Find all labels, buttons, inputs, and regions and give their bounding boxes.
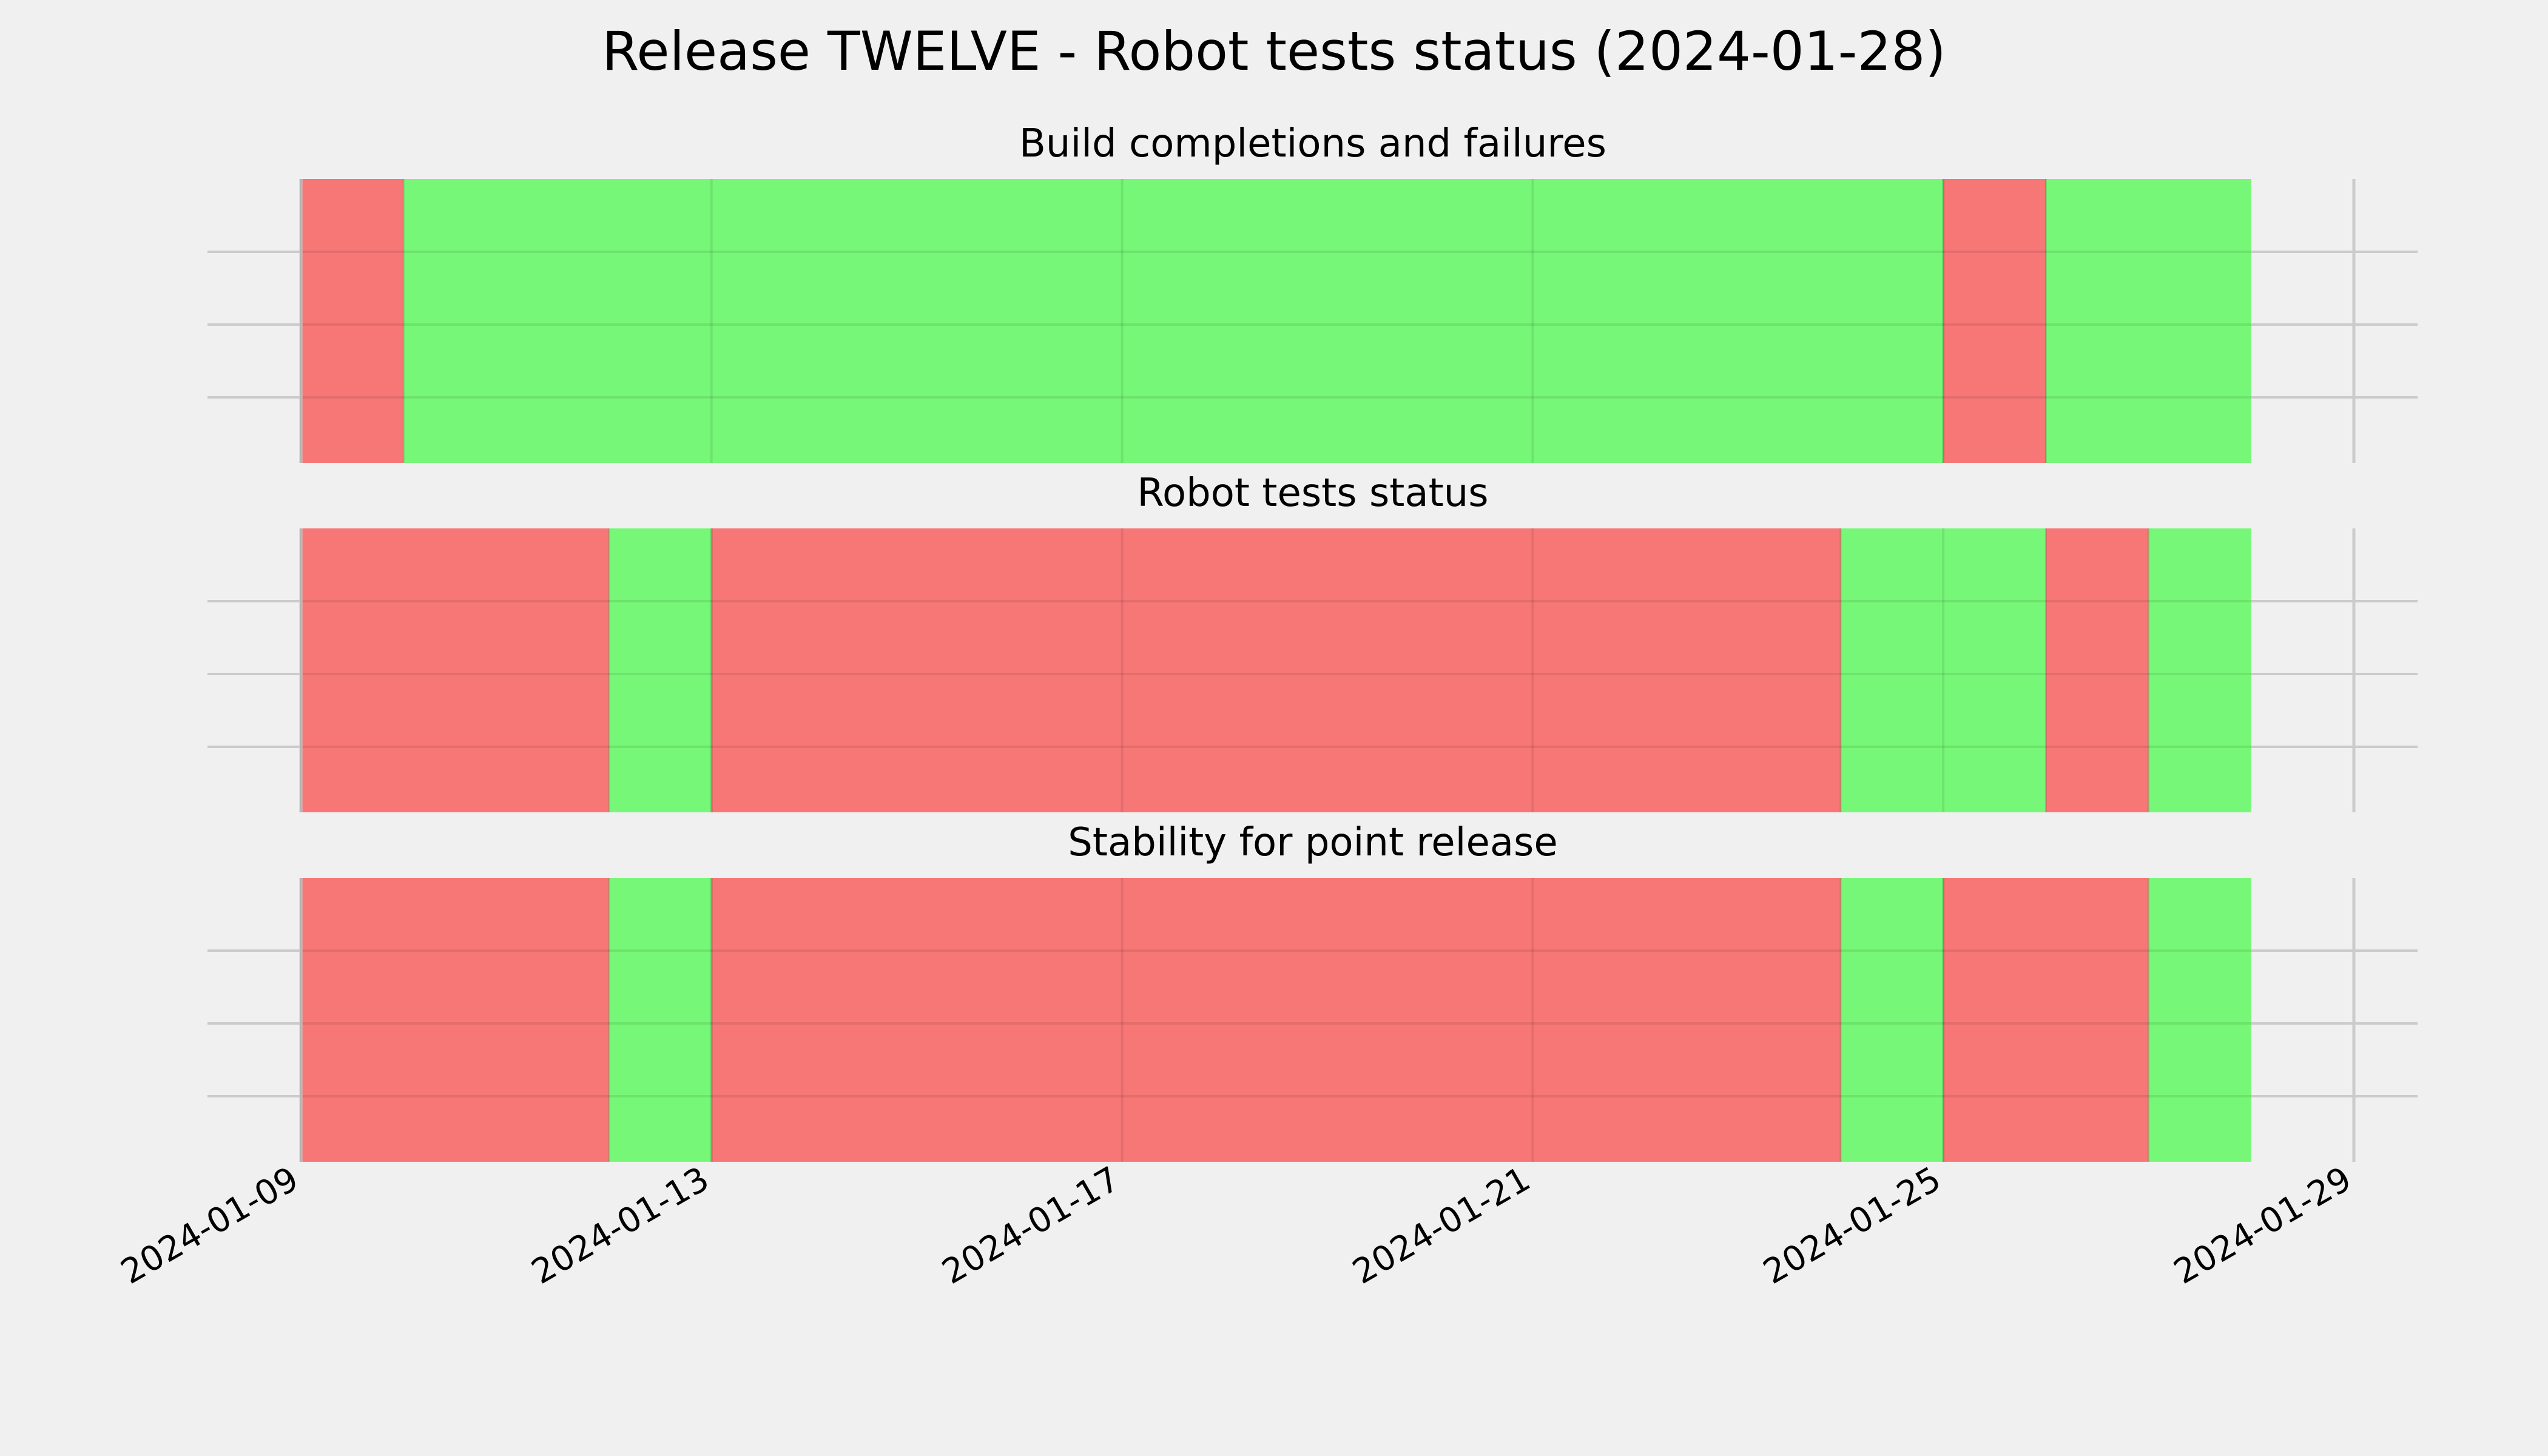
segment-pass — [608, 878, 712, 1162]
x-tick-label: 2024-01-09 — [115, 1159, 305, 1292]
segment-pass — [1841, 878, 1944, 1162]
segment-fail — [301, 528, 609, 812]
panel-stability — [207, 878, 2418, 1162]
segment-pass — [2148, 878, 2251, 1162]
panel-build — [207, 179, 2418, 463]
segment-pass — [1841, 528, 2046, 812]
segment-fail — [711, 878, 1841, 1162]
segment-fail — [711, 528, 1841, 812]
panel-title-build: Build completions and failures — [1019, 121, 1606, 166]
x-tick-label: 2024-01-29 — [2168, 1159, 2358, 1292]
x-tick-label: 2024-01-17 — [935, 1159, 1126, 1292]
segment-pass — [608, 528, 712, 812]
x-tick-label: 2024-01-21 — [1346, 1159, 1537, 1292]
segment-pass — [2046, 179, 2251, 463]
chart-title: Release TWELVE - Robot tests status (202… — [602, 20, 1946, 83]
panel-robot — [207, 528, 2418, 812]
segment-fail — [2046, 528, 2149, 812]
panel-title-stability: Stability for point release — [1068, 820, 1558, 865]
x-axis-ticks: 2024-01-09 2024-01-13 2024-01-17 2024-01-21… — [115, 1159, 2358, 1292]
segment-fail — [301, 179, 404, 463]
segment-fail — [1943, 878, 2149, 1162]
x-tick-label: 2024-01-13 — [525, 1159, 715, 1292]
segment-pass — [403, 179, 1944, 463]
segment-pass — [2148, 528, 2251, 812]
segment-fail — [301, 878, 609, 1162]
segment-fail — [1943, 179, 2046, 463]
x-tick-label: 2024-01-25 — [1757, 1159, 1947, 1292]
panel-title-robot: Robot tests status — [1137, 471, 1488, 516]
